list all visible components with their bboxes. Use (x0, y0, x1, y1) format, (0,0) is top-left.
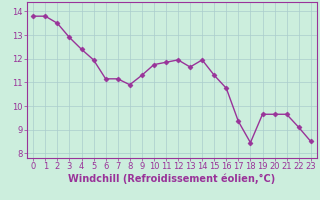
X-axis label: Windchill (Refroidissement éolien,°C): Windchill (Refroidissement éolien,°C) (68, 174, 276, 184)
